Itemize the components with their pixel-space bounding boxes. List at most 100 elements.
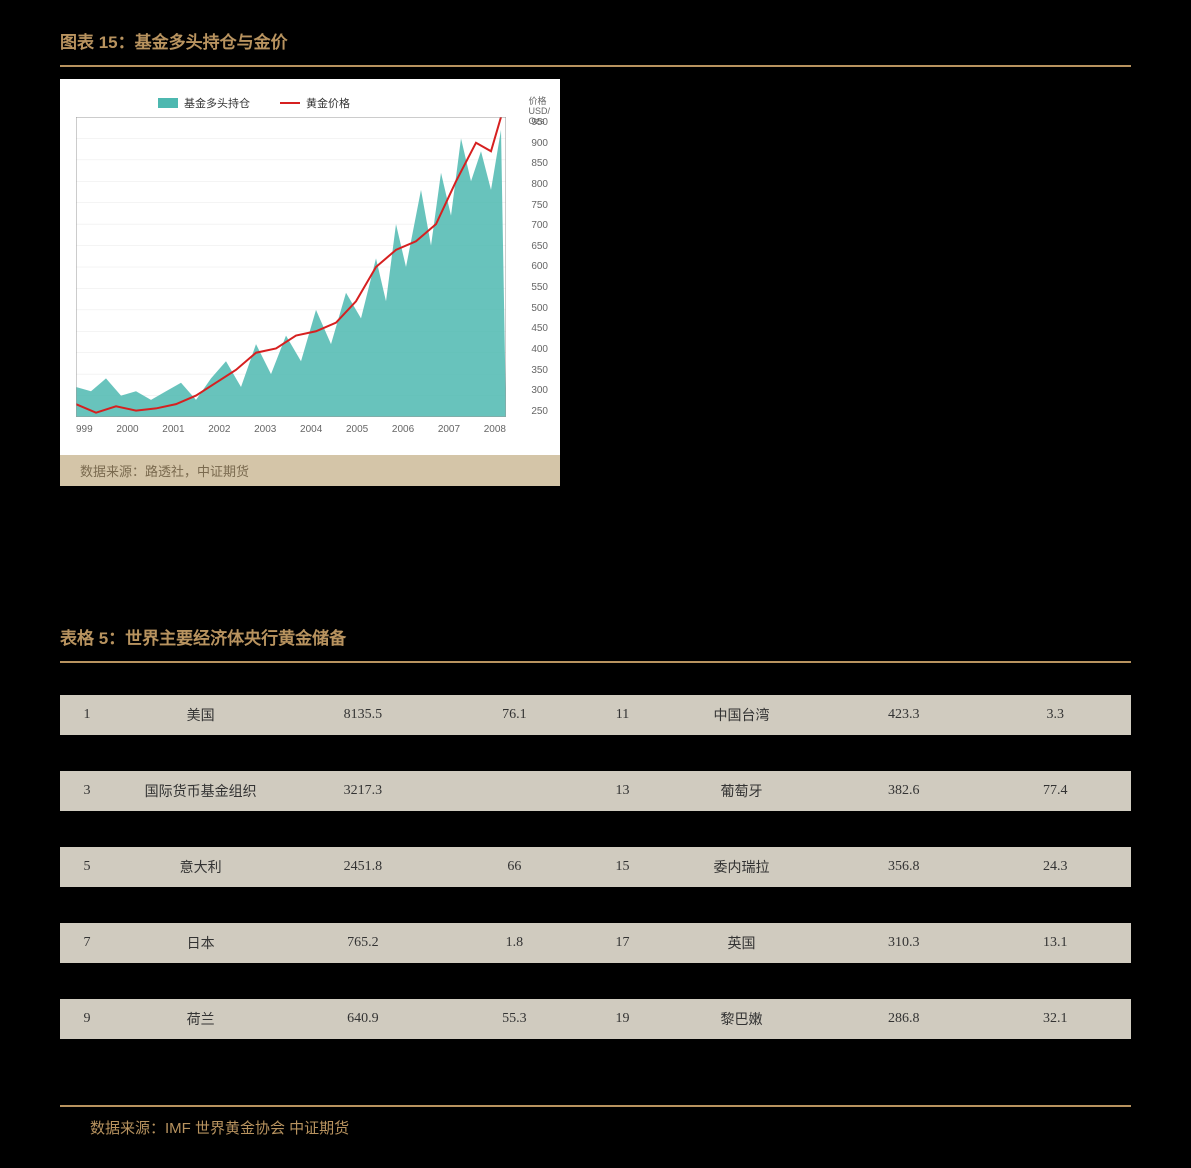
table-cell — [655, 887, 828, 923]
table-cell — [828, 811, 979, 847]
table-cell — [60, 811, 114, 847]
table-cell — [655, 735, 828, 771]
table-cell: 310.3 — [828, 923, 979, 963]
chart-svg — [76, 117, 506, 417]
table-cell: 3.3 — [980, 695, 1131, 735]
table-cell — [590, 811, 655, 847]
table-cell — [590, 735, 655, 771]
table-cell — [114, 887, 287, 923]
table-cell: 8135.5 — [287, 695, 438, 735]
table-cell: 日本 — [114, 923, 287, 963]
y-tick: 500 — [531, 303, 548, 314]
table-cell — [980, 1039, 1131, 1075]
table-cell — [655, 1039, 828, 1075]
table-row: 1美国8135.576.111中国台湾423.33.3 — [60, 695, 1131, 735]
table-cell — [439, 1039, 590, 1075]
x-tick: 2001 — [162, 424, 184, 435]
table-cell: 3 — [60, 771, 114, 811]
table-title-rule — [60, 661, 1131, 663]
table-cell: 24.3 — [980, 847, 1131, 887]
table-cell — [114, 735, 287, 771]
y-tick: 250 — [531, 406, 548, 417]
table-cell — [60, 963, 114, 999]
table-row: 7日本765.21.817英国310.313.1 — [60, 923, 1131, 963]
table-cell — [439, 887, 590, 923]
table-row — [60, 963, 1131, 999]
table-row: 9荷兰640.955.319黎巴嫩286.832.1 — [60, 999, 1131, 1039]
table-cell: 英国 — [655, 923, 828, 963]
table-cell — [114, 963, 287, 999]
table-cell — [439, 811, 590, 847]
table-cell: 55.3 — [439, 999, 590, 1039]
table-cell: 中国台湾 — [655, 695, 828, 735]
legend-area-label: 基金多头持仓 — [184, 95, 250, 111]
table-cell: 委内瑞拉 — [655, 847, 828, 887]
table-cell: 765.2 — [287, 923, 438, 963]
table-cell — [287, 811, 438, 847]
chart-plot: 基金多头持仓 黄金价格 价格USD/Ozs 950900850800750700… — [68, 87, 552, 447]
table-cell — [590, 887, 655, 923]
table-cell: 640.9 — [287, 999, 438, 1039]
table-row — [60, 811, 1131, 847]
x-tick: 2000 — [116, 424, 138, 435]
table-cell — [590, 1039, 655, 1075]
table-source: 数据来源：IMF 世界黄金协会 中证期货 — [60, 1107, 1131, 1148]
table-cell — [590, 963, 655, 999]
table-row — [60, 735, 1131, 771]
table-cell: 国际货币基金组织 — [114, 771, 287, 811]
table-cell: 1 — [60, 695, 114, 735]
x-tick: 2004 — [300, 424, 322, 435]
x-tick: 2003 — [254, 424, 276, 435]
legend-line-swatch — [280, 102, 300, 104]
x-tick: 2006 — [392, 424, 414, 435]
table-cell: 423.3 — [828, 695, 979, 735]
table-cell: 美国 — [114, 695, 287, 735]
table-cell — [980, 887, 1131, 923]
table-cell — [439, 963, 590, 999]
table-cell — [828, 963, 979, 999]
legend-area-swatch — [158, 98, 178, 108]
chart-legend: 基金多头持仓 黄金价格 — [158, 95, 350, 111]
legend-area: 基金多头持仓 — [158, 95, 250, 111]
chart-title: 图表 15：基金多头持仓与金价 — [60, 20, 1131, 61]
x-tick: 2002 — [208, 424, 230, 435]
table-row: 3国际货币基金组织3217.3 13葡萄牙382.677.4 — [60, 771, 1131, 811]
legend-line: 黄金价格 — [280, 95, 350, 111]
table-cell — [114, 811, 287, 847]
table-cell — [980, 963, 1131, 999]
y-tick: 850 — [531, 158, 548, 169]
table-cell: 13.1 — [980, 923, 1131, 963]
table-cell — [60, 887, 114, 923]
table-cell — [439, 735, 590, 771]
table-cell — [287, 735, 438, 771]
y-tick: 300 — [531, 385, 548, 396]
table-cell — [655, 963, 828, 999]
x-tick: 2005 — [346, 424, 368, 435]
table-row — [60, 887, 1131, 923]
y-tick: 950 — [531, 117, 548, 128]
table-cell: 17 — [590, 923, 655, 963]
table-cell: 2451.8 — [287, 847, 438, 887]
table-row — [60, 1039, 1131, 1075]
table-cell — [828, 735, 979, 771]
table-cell: 286.8 — [828, 999, 979, 1039]
chart-container: 基金多头持仓 黄金价格 价格USD/Ozs 950900850800750700… — [60, 79, 560, 455]
y-tick: 550 — [531, 282, 548, 293]
table-cell — [655, 811, 828, 847]
table-cell: 荷兰 — [114, 999, 287, 1039]
table-cell: 意大利 — [114, 847, 287, 887]
table-title: 表格 5：世界主要经济体央行黄金储备 — [60, 616, 1131, 657]
y-tick: 600 — [531, 261, 548, 272]
table-cell — [828, 887, 979, 923]
table-cell — [60, 1039, 114, 1075]
table-cell: 7 — [60, 923, 114, 963]
y-tick: 350 — [531, 365, 548, 376]
table-row: 5意大利2451.86615委内瑞拉356.824.3 — [60, 847, 1131, 887]
table-cell: 356.8 — [828, 847, 979, 887]
table-cell: 1.8 — [439, 923, 590, 963]
chart-source: 数据来源：路透社，中证期货 — [60, 455, 560, 486]
y-tick: 450 — [531, 323, 548, 334]
table-cell — [60, 735, 114, 771]
table-cell: 黎巴嫩 — [655, 999, 828, 1039]
gold-reserves-table: 1美国8135.576.111中国台湾423.33.3 3国际货币基金组织321… — [60, 695, 1131, 1075]
